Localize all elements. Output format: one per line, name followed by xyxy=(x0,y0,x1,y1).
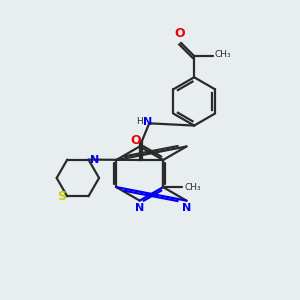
Text: N: N xyxy=(142,117,152,127)
Text: O: O xyxy=(174,28,185,40)
Text: S: S xyxy=(57,190,66,203)
Text: H: H xyxy=(136,117,143,126)
Text: CH₃: CH₃ xyxy=(184,183,201,192)
Text: N: N xyxy=(182,203,191,213)
Text: N: N xyxy=(135,203,144,213)
Text: O: O xyxy=(130,134,141,147)
Text: CH₃: CH₃ xyxy=(215,50,231,59)
Text: N: N xyxy=(90,154,99,165)
